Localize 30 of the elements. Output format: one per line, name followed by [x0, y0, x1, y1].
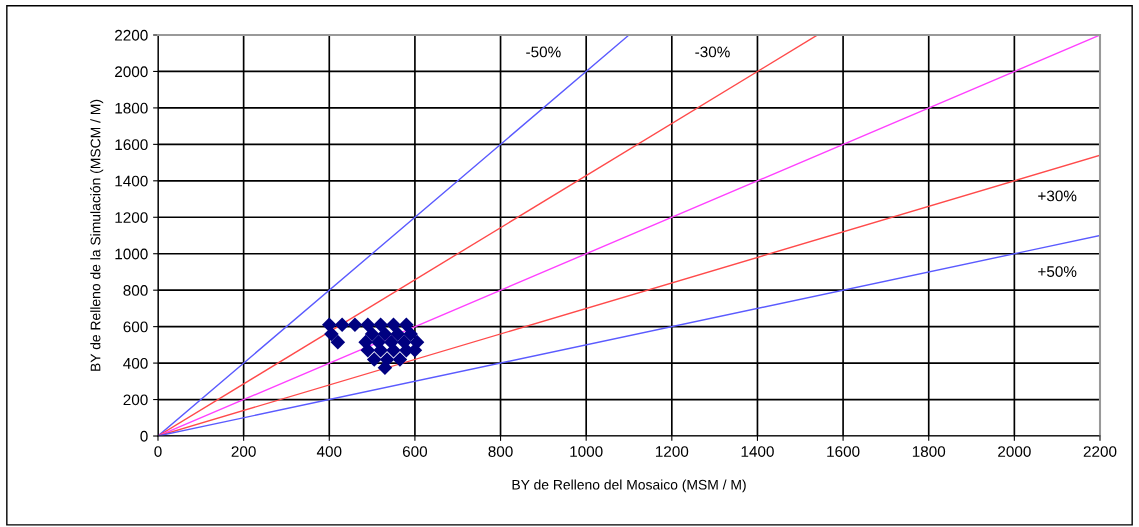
y-axis-title: BY de Relleno de la Simulación (MSCM / M)	[90, 99, 104, 371]
x-tick-label: 1400	[741, 446, 774, 457]
y-tick-label: 600	[123, 321, 148, 333]
y-tick-label: 2000	[115, 66, 148, 78]
annotation: -50%	[526, 46, 561, 58]
y-tick-label: 1800	[115, 102, 148, 114]
y-tick-label: 1600	[115, 139, 148, 151]
x-axis-title: BY de Relleno del Mosaico (MSM / M)	[512, 479, 746, 493]
y-tick-label: 0	[140, 430, 148, 442]
x-tick-label: 1800	[912, 446, 946, 457]
x-tick-label: 1000	[570, 446, 603, 457]
x-tick-label: 400	[316, 446, 342, 457]
annotation: -30%	[695, 46, 730, 58]
y-tick-label: 400	[123, 357, 148, 369]
x-tick-label: 2200	[1083, 446, 1117, 457]
y-tick-label: 800	[123, 285, 148, 296]
y-tick-label: 2200	[115, 29, 148, 41]
y-tick-label: 1000	[115, 248, 148, 260]
x-tick-label: 200	[231, 446, 256, 457]
x-tick-label: 800	[488, 446, 513, 457]
y-tick-label: 200	[123, 394, 148, 406]
x-tick-label: 1200	[655, 446, 689, 457]
x-tick-label: 1600	[827, 446, 860, 457]
x-tick-label: 600	[402, 446, 428, 457]
y-tick-label: 1400	[115, 175, 148, 187]
x-tick-label: 0	[154, 446, 162, 457]
annotation: +30%	[1038, 190, 1077, 202]
x-tick-label: 2000	[998, 446, 1031, 457]
y-tick-label: 1200	[115, 212, 148, 223]
annotation: +50%	[1038, 266, 1077, 277]
